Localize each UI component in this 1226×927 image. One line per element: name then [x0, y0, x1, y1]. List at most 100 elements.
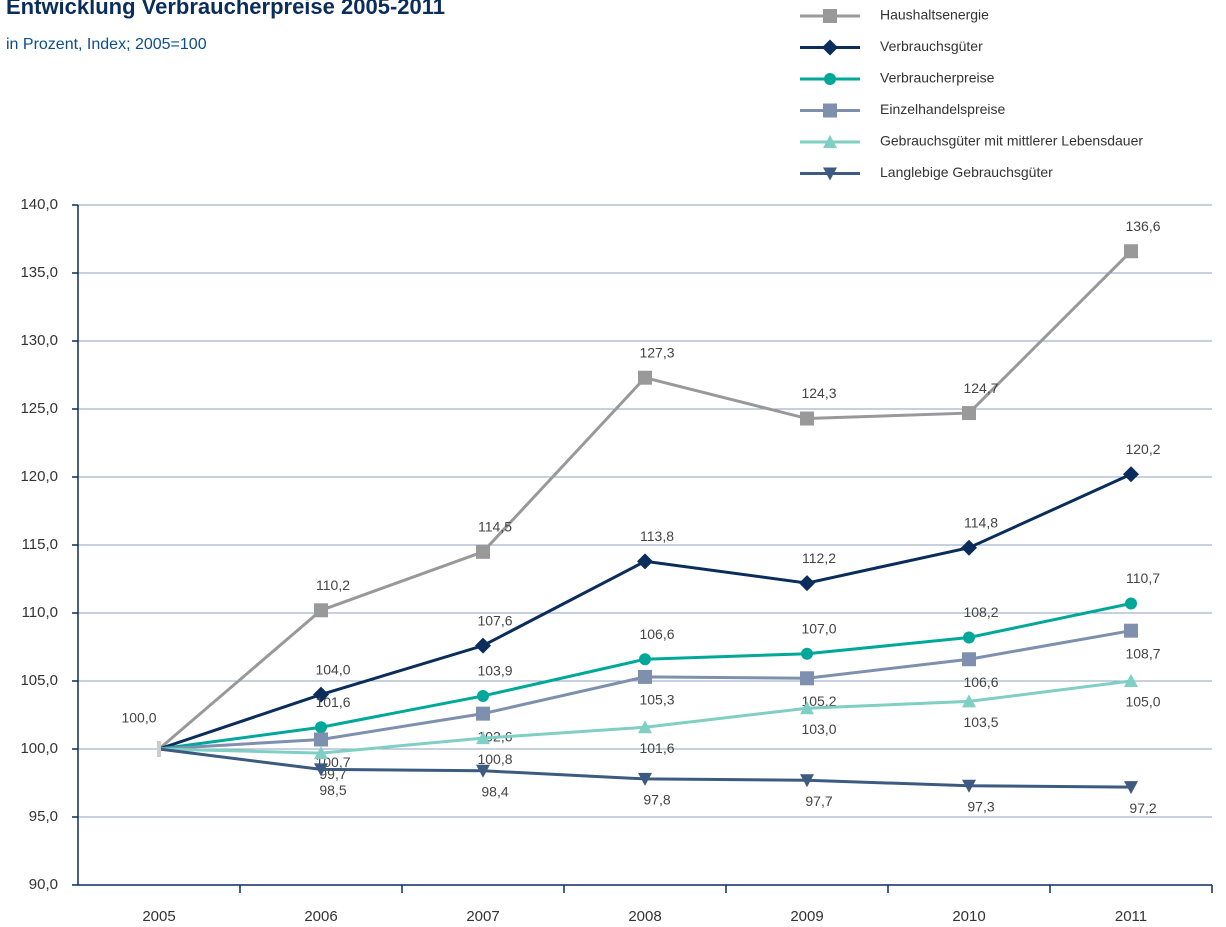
- data-label: 104,0: [315, 661, 350, 677]
- data-point: [799, 575, 815, 592]
- data-label: 98,5: [319, 782, 346, 798]
- data-label: 105,2: [801, 693, 836, 709]
- data-label: 103,5: [963, 714, 998, 730]
- x-tick-label: 2011: [1115, 908, 1147, 925]
- data-label: 97,3: [967, 798, 994, 814]
- data-point: [1124, 623, 1138, 638]
- data-label: 107,0: [801, 621, 836, 637]
- data-point: [314, 746, 328, 760]
- legend-label: Langlebige Gebrauchsgüter: [880, 164, 1053, 180]
- data-label: 127,3: [639, 344, 674, 360]
- data-point: [476, 544, 490, 559]
- chart-subtitle: in Prozent, Index; 2005=100: [6, 36, 207, 53]
- y-tick-label: 90,0: [29, 876, 58, 893]
- data-label: 105,3: [639, 692, 674, 708]
- data-label: 110,2: [316, 577, 350, 593]
- data-point: [1124, 244, 1138, 259]
- y-tick-label: 130,0: [20, 332, 58, 349]
- data-point: [475, 637, 491, 654]
- data-point: [314, 603, 328, 618]
- data-label: 97,8: [643, 792, 670, 808]
- x-tick-label: 2006: [304, 908, 337, 925]
- data-point: [639, 653, 651, 666]
- data-point: [477, 689, 489, 702]
- data-label: 114,8: [964, 514, 998, 530]
- data-label: 100,0: [121, 710, 156, 726]
- data-label: 113,8: [640, 528, 674, 544]
- y-tick-label: 110,0: [22, 604, 58, 621]
- data-point: [637, 553, 653, 570]
- y-tick-label: 125,0: [20, 400, 58, 417]
- data-point: [476, 706, 490, 721]
- x-tick-label: 2005: [142, 908, 175, 925]
- data-label: 101,6: [639, 740, 674, 756]
- legend-marker: [823, 9, 837, 23]
- data-point: [962, 652, 976, 667]
- y-tick-label: 140,0: [20, 196, 58, 213]
- legend-marker: [824, 73, 836, 85]
- data-point: [800, 411, 814, 426]
- x-tick-label: 2009: [790, 908, 823, 925]
- data-label: 103,9: [477, 663, 512, 679]
- x-tick-label: 2010: [952, 908, 985, 925]
- data-label: 110,7: [1126, 570, 1160, 586]
- data-point: [638, 669, 652, 684]
- data-label: 101,6: [315, 694, 350, 710]
- y-tick-label: 95,0: [29, 808, 58, 825]
- data-label: 112,2: [802, 550, 836, 566]
- legend-label: Verbraucherpreise: [880, 70, 995, 86]
- y-tick-label: 135,0: [20, 264, 58, 281]
- y-tick-label: 115,0: [22, 536, 58, 553]
- data-label: 103,0: [801, 721, 836, 737]
- data-point: [962, 694, 976, 708]
- data-point: [476, 731, 490, 745]
- data-point: [314, 763, 328, 777]
- data-point: [800, 671, 814, 686]
- data-label: 97,7: [805, 793, 832, 809]
- y-tick-label: 120,0: [20, 468, 58, 485]
- y-tick-label: 105,0: [20, 672, 58, 689]
- data-point: [1124, 674, 1138, 687]
- data-label: 120,2: [1125, 441, 1160, 457]
- data-point: [961, 539, 977, 556]
- data-point: [962, 779, 976, 793]
- legend-marker: [822, 39, 838, 56]
- data-label: 108,2: [963, 604, 998, 620]
- legend-label: Haushaltsenergie: [880, 7, 989, 23]
- chart-title: Entwicklung Verbraucherpreise 2005-2011: [6, 0, 445, 19]
- data-label: 100,8: [477, 751, 512, 767]
- x-tick-label: 2007: [466, 908, 499, 925]
- data-point: [638, 772, 652, 786]
- data-point: [314, 732, 328, 747]
- legend-marker: [823, 103, 837, 118]
- data-point: [801, 647, 813, 660]
- data-label: 105,0: [1125, 694, 1160, 710]
- data-point: [962, 406, 976, 421]
- x-tick-label: 2008: [628, 908, 661, 925]
- data-label: 136,6: [1125, 218, 1160, 234]
- data-point: [638, 720, 652, 734]
- legend-marker: [823, 167, 837, 181]
- legend-label: Gebrauchsgüter mit mittlerer Lebensdauer: [880, 133, 1143, 149]
- data-label: 108,7: [1125, 645, 1160, 661]
- data-label: 114,5: [478, 519, 512, 535]
- data-label: 98,4: [481, 783, 508, 799]
- start-marker: [157, 741, 161, 757]
- legend-label: Verbrauchsgüter: [880, 38, 983, 54]
- data-point: [315, 721, 327, 734]
- data-point: [800, 701, 814, 715]
- legend-marker: [823, 135, 837, 148]
- data-point: [1125, 597, 1137, 610]
- data-point: [1123, 466, 1139, 483]
- data-label: 124,7: [963, 380, 998, 396]
- data-point: [1124, 781, 1138, 795]
- legend-label: Einzelhandelspreise: [880, 101, 1006, 117]
- data-label: 106,6: [963, 674, 998, 690]
- data-point: [638, 370, 652, 385]
- data-label: 107,6: [477, 612, 512, 628]
- data-point: [313, 686, 329, 703]
- data-label: 106,6: [639, 626, 674, 642]
- data-point: [800, 774, 814, 788]
- data-point: [476, 764, 490, 778]
